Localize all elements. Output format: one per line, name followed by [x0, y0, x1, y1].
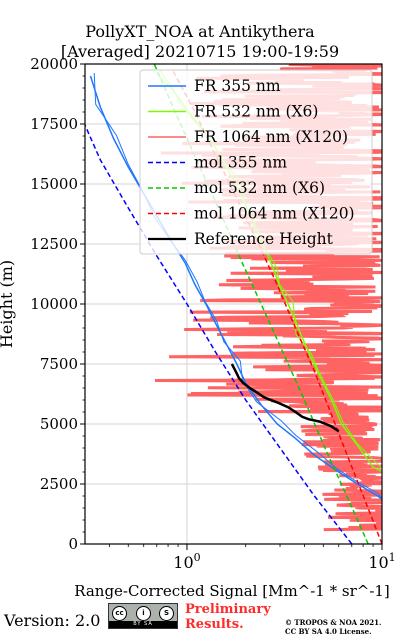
- legend-label-mol-355-nm: mol 355 nm: [194, 154, 287, 172]
- copyright-line-1: © TROPOS & NOA 2021.: [285, 618, 382, 627]
- preliminary-line-2: Results.: [185, 617, 244, 632]
- y-tick-label: 7500: [40, 355, 78, 373]
- x-tick-exponent: 1: [389, 551, 396, 564]
- y-tick-label: 2500: [40, 475, 78, 493]
- mol-355-nm-line: [85, 123, 353, 544]
- version-label: Version: 2.0: [4, 611, 101, 630]
- y-tick-label: 20000: [30, 55, 78, 73]
- share-alike-icon: S: [159, 606, 174, 621]
- legend-box: [139, 69, 373, 255]
- y-tick-label: 10000: [30, 295, 78, 313]
- legend-label-fr-355-nm: FR 355 nm: [194, 77, 281, 95]
- y-tick-label: 17500: [30, 115, 78, 133]
- y-tick-label: 12500: [30, 235, 78, 253]
- legend-label-fr-532-nm-x6: FR 532 nm (X6): [194, 103, 318, 121]
- cc-icon: cc: [112, 606, 127, 621]
- license-strip-text: BY SA: [109, 621, 177, 628]
- chart-title: PollyXT_NOA at Antikythera: [85, 22, 315, 41]
- copyright-line-2: CC BY SA 4.0 License.: [285, 627, 372, 636]
- x-tick-exponent: 0: [194, 551, 201, 564]
- reference-height-line: [230, 363, 340, 433]
- attribution-icon: i: [136, 606, 151, 621]
- y-tick-label: 0: [68, 535, 78, 553]
- preliminary-line-1: Preliminary: [185, 602, 271, 617]
- fr-355-nm-noise: [93, 73, 382, 499]
- series-layer: [85, 64, 382, 544]
- legend: FR 355 nm FR 532 nm (X6) FR 1064 nm (X120)…: [139, 69, 373, 255]
- copyright-notice: © TROPOS & NOA 2021. CC BY SA 4.0 Licens…: [285, 618, 381, 636]
- legend-label-reference-height: Reference Height: [194, 230, 334, 248]
- y-axis-label: Height (m): [0, 260, 16, 348]
- x-tick-label: 100: [173, 551, 200, 572]
- y-tick-label: 15000: [30, 175, 78, 193]
- legend-label-mol-532-nm-x6: mol 532 nm (X6): [194, 179, 325, 197]
- legend-label-fr-1064-nm-x120: FR 1064 nm (X120): [194, 128, 348, 146]
- y-tick-label: 5000: [40, 415, 78, 433]
- legend-label-mol-1064-nm-x120: mol 1064 nm (X120): [194, 205, 355, 223]
- axes: 0250050007500100001250015000175002000010…: [30, 55, 395, 572]
- x-axis-label: Range-Corrected Signal [Mm^-1 * sr^-1]: [74, 582, 390, 600]
- chart-subtitle: [Averaged] 20210715 19:00-19:59: [60, 42, 340, 61]
- cc-license-badge[interactable]: cc i S BY SA: [108, 603, 178, 629]
- preliminary-notice: Preliminary Results.: [185, 602, 271, 632]
- mol-1064-nm-x120-line: [172, 70, 382, 544]
- x-tick-label: 101: [368, 551, 395, 572]
